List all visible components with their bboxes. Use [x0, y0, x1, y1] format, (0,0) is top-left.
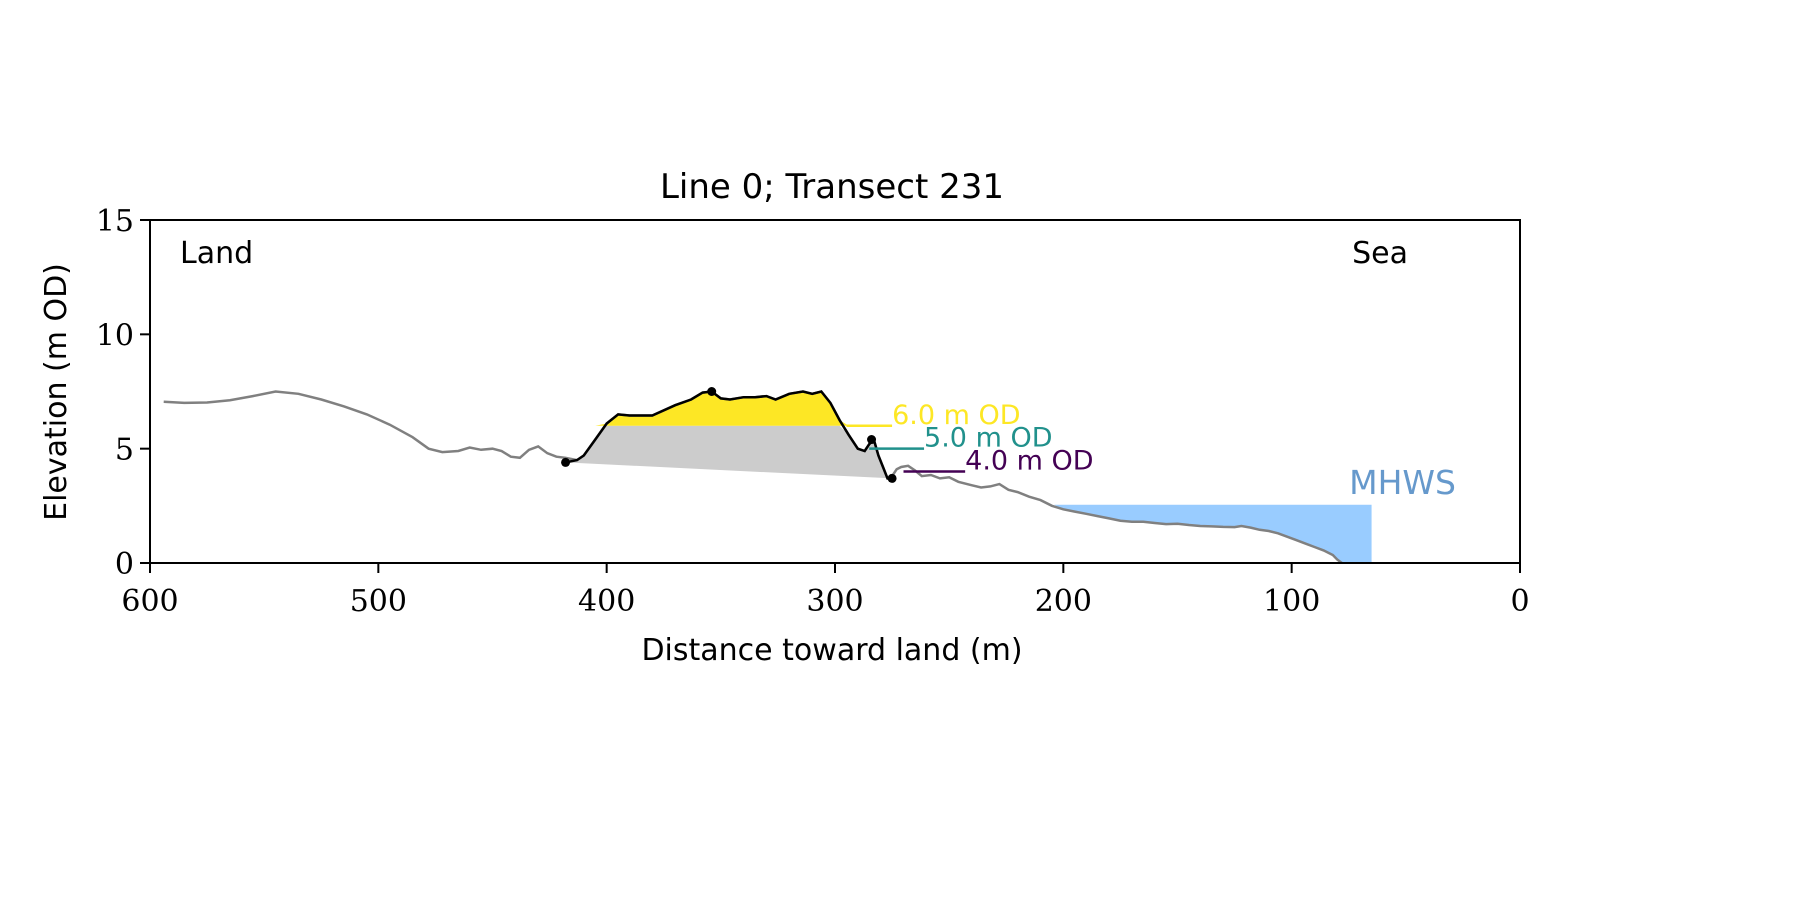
x-axis: 600 500 400 300 200 100 0: [121, 563, 1530, 619]
y-tick-label: 15: [96, 204, 134, 239]
mhws-label: MHWS: [1349, 463, 1456, 502]
x-tick-label: 300: [806, 584, 863, 619]
dune-marker: [561, 457, 571, 467]
contour-label: 4.0 m OD: [965, 446, 1093, 477]
y-axis: 0 5 10 15: [96, 204, 150, 582]
dune-marker: [887, 473, 897, 483]
plot-area: [163, 387, 1372, 563]
dune-volume-above-6m: [565, 391, 893, 426]
contour-label: 5.0 m OD: [924, 423, 1052, 454]
contour-label: 6.0 m OD: [892, 400, 1020, 431]
y-tick-label: 5: [115, 433, 134, 468]
land-annotation: Land: [180, 236, 253, 271]
x-tick-label: 500: [350, 584, 407, 619]
dune-volume-below-6m: [565, 425, 893, 479]
y-tick-label: 0: [115, 547, 134, 582]
x-tick-label: 100: [1263, 584, 1320, 619]
dune-marker: [707, 387, 717, 396]
sea-annotation: Sea: [1352, 236, 1408, 271]
x-tick-label: 400: [578, 584, 635, 619]
chart-title: Line 0; Transect 231: [660, 167, 1004, 207]
x-axis-label: Distance toward land (m): [641, 633, 1022, 668]
x-tick-label: 600: [121, 584, 178, 619]
dune-line: [565, 390, 893, 480]
dune-marker: [867, 435, 877, 445]
x-tick-label: 0: [1510, 584, 1529, 619]
x-tick-label: 200: [1035, 584, 1092, 619]
y-axis-label: Elevation (m OD): [39, 263, 74, 521]
y-tick-label: 10: [96, 318, 134, 353]
mhws-area: [1054, 504, 1372, 563]
